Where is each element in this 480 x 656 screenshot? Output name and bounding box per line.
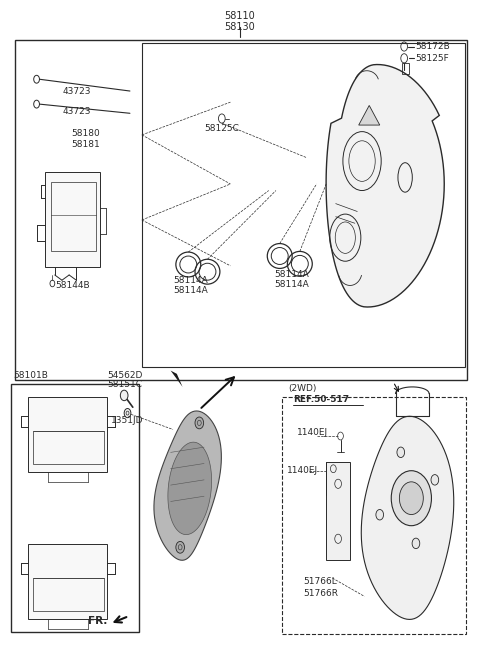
Polygon shape xyxy=(359,106,380,125)
Text: 58144B: 58144B xyxy=(56,281,90,290)
Text: 58172B: 58172B xyxy=(415,42,450,51)
Bar xyxy=(11,384,140,632)
Circle shape xyxy=(195,417,204,429)
Circle shape xyxy=(176,541,184,553)
Bar xyxy=(33,578,104,611)
Text: 58125F: 58125F xyxy=(415,54,449,63)
Bar xyxy=(45,173,100,267)
PathPatch shape xyxy=(154,411,221,560)
Circle shape xyxy=(124,409,131,418)
Circle shape xyxy=(376,510,384,520)
Text: REF.50-517: REF.50-517 xyxy=(293,395,349,404)
Text: 58180: 58180 xyxy=(72,129,100,138)
Circle shape xyxy=(391,471,432,525)
Text: 58101B: 58101B xyxy=(13,371,48,380)
Text: 51766L: 51766L xyxy=(304,577,337,586)
Circle shape xyxy=(120,390,128,401)
Text: (2WD): (2WD) xyxy=(288,384,316,393)
Text: 58114A: 58114A xyxy=(173,286,208,295)
Text: 58114A: 58114A xyxy=(274,270,309,279)
Text: 1140EJ: 1140EJ xyxy=(287,466,318,475)
Circle shape xyxy=(397,447,405,457)
Bar xyxy=(15,40,468,380)
Bar xyxy=(326,462,350,560)
Text: 58130: 58130 xyxy=(225,22,255,32)
Circle shape xyxy=(399,482,423,514)
Bar xyxy=(28,544,108,619)
Circle shape xyxy=(431,474,439,485)
Bar xyxy=(282,397,466,634)
Bar xyxy=(28,397,108,472)
Text: 58125C: 58125C xyxy=(204,124,239,133)
Text: 43723: 43723 xyxy=(63,108,91,117)
Text: 58114A: 58114A xyxy=(173,276,208,285)
Text: 58110: 58110 xyxy=(225,10,255,21)
Text: 58181: 58181 xyxy=(72,140,100,148)
Text: 54562D: 54562D xyxy=(107,371,143,380)
Text: 58114A: 58114A xyxy=(274,280,309,289)
Polygon shape xyxy=(170,371,182,387)
Text: 43723: 43723 xyxy=(63,87,91,96)
PathPatch shape xyxy=(361,417,454,619)
Text: FR.: FR. xyxy=(88,616,107,626)
Text: 1351JD: 1351JD xyxy=(111,417,143,426)
Bar xyxy=(402,63,409,74)
Bar xyxy=(51,182,96,251)
Text: 58151C: 58151C xyxy=(107,380,142,390)
Text: 1140EJ: 1140EJ xyxy=(298,428,328,438)
Bar xyxy=(33,430,104,464)
Circle shape xyxy=(412,538,420,548)
Bar xyxy=(142,43,465,367)
Text: 51766R: 51766R xyxy=(304,588,339,598)
PathPatch shape xyxy=(326,64,444,307)
PathPatch shape xyxy=(168,442,212,535)
